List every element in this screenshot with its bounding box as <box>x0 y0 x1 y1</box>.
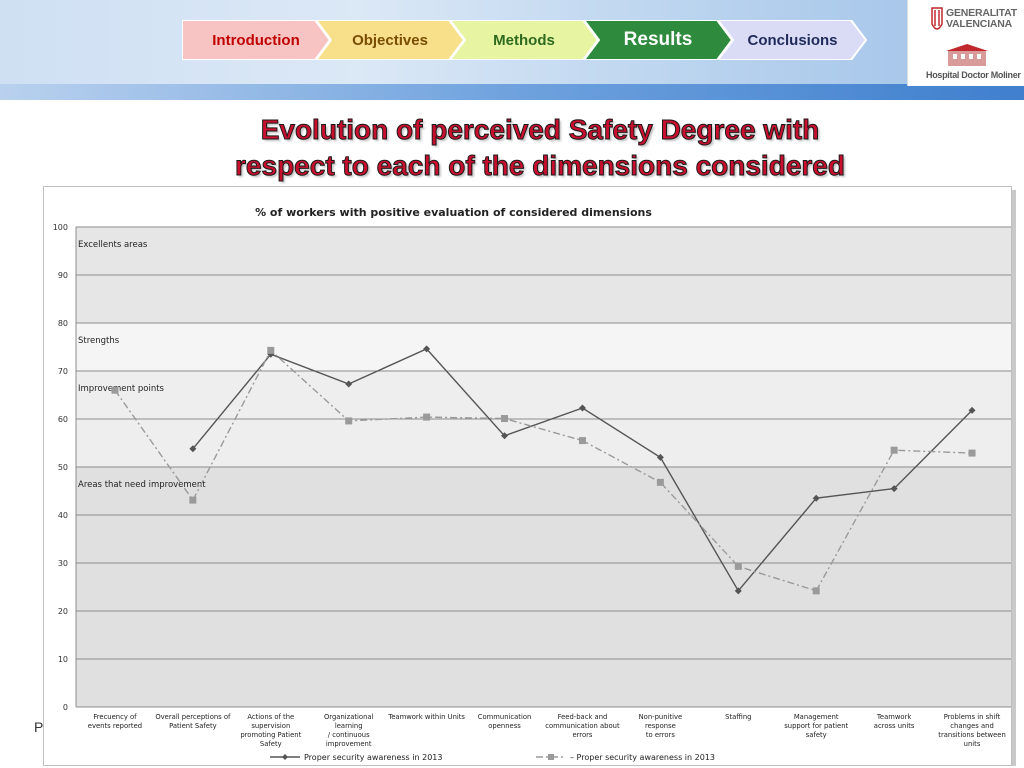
nav-step-shape <box>718 20 867 60</box>
nav-step-conclusions[interactable]: Conclusions <box>718 20 867 60</box>
nav-step-shape <box>584 20 732 60</box>
hospital-name: Hospital Doctor Moliner <box>926 70 1021 80</box>
org-name-line1: GENERALITAT <box>946 7 1017 19</box>
slide-title: Evolution of perceived Safety Degree wit… <box>160 112 920 184</box>
nav-step-label: Methods <box>493 31 555 49</box>
section-breadcrumb: Introduction Objectives Methods Results … <box>182 20 867 60</box>
hospital-logo: GENERALITAT VALENCIANA Hospital Doctor M… <box>907 0 1024 86</box>
nav-step-label: Conclusions <box>747 31 838 49</box>
nav-step-objectives[interactable]: Objectives <box>316 20 464 60</box>
chart-frame <box>43 186 1012 766</box>
header-stripe <box>0 84 1024 100</box>
footer-letter: P <box>34 719 44 735</box>
nav-step-label: Results <box>623 29 693 50</box>
org-name-line2: VALENCIANA <box>946 18 1013 30</box>
crest-icon <box>931 7 943 30</box>
nav-step-results[interactable]: Results <box>584 20 732 60</box>
nav-step-label: Introduction <box>212 31 300 49</box>
nav-step-introduction[interactable]: Introduction <box>182 20 330 60</box>
nav-step-methods[interactable]: Methods <box>450 20 598 60</box>
org-name: GENERALITAT VALENCIANA <box>946 7 1017 30</box>
slide-title-line2: respect to each of the dimensions consid… <box>235 150 846 182</box>
nav-step-label: Objectives <box>352 31 428 49</box>
nav-step-shape <box>450 20 598 60</box>
slide-title-line1: Evolution of perceived Safety Degree wit… <box>260 114 820 146</box>
building-icon <box>946 44 988 66</box>
nav-step-shape <box>316 20 464 60</box>
chart-frame-shadow <box>1012 190 1016 766</box>
